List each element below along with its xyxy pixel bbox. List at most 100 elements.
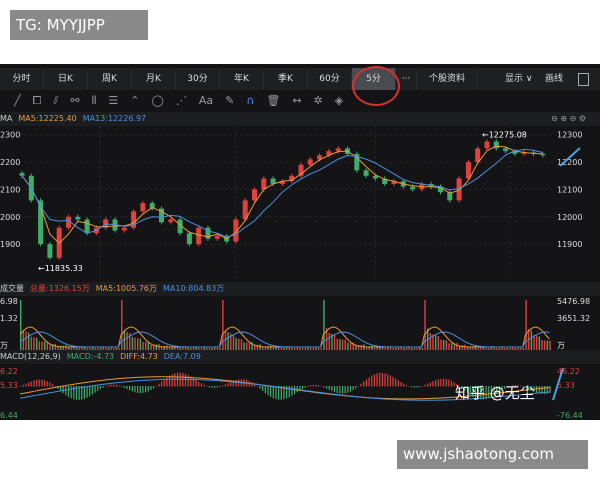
text-icon[interactable]: Aa bbox=[198, 94, 214, 107]
tab-9[interactable]: ··· bbox=[396, 68, 417, 90]
volume-bar bbox=[254, 345, 256, 350]
macd-chart: 46.22 5.33 -76.44 6.22 5.33 6.44 bbox=[0, 367, 583, 420]
tab-1[interactable]: 日K bbox=[44, 68, 88, 90]
macd-bar bbox=[22, 384, 24, 387]
macd-bar bbox=[325, 386, 328, 389]
dea-line bbox=[19, 378, 550, 401]
line-icon[interactable]: ╱ bbox=[14, 94, 21, 107]
watermark-top: TG: MYYJJPP bbox=[10, 10, 148, 40]
high-annotation: ←12275.08 bbox=[482, 131, 527, 140]
macd-bar bbox=[222, 385, 224, 387]
macd-bar bbox=[440, 378, 442, 387]
volume-bar bbox=[506, 348, 509, 350]
move-icon[interactable]: ↔ bbox=[292, 94, 302, 107]
volume-bar bbox=[206, 348, 208, 350]
layers-icon[interactable]: ◈ bbox=[334, 94, 344, 107]
settings-icon[interactable]: ✲ bbox=[313, 94, 323, 107]
tab-2[interactable]: 周K bbox=[88, 68, 132, 90]
display-menu[interactable]: 显示 ∨ bbox=[505, 74, 533, 84]
draw-menu[interactable]: 画线 bbox=[545, 74, 564, 84]
tab-6[interactable]: 季K bbox=[264, 68, 308, 90]
macd-bar bbox=[206, 386, 208, 387]
volume-bar bbox=[89, 347, 91, 350]
panel-toggle-icon[interactable] bbox=[578, 73, 589, 86]
macd-bar bbox=[62, 386, 64, 394]
volume-bar bbox=[105, 348, 107, 350]
volume-bar bbox=[20, 300, 22, 350]
macd-bar bbox=[83, 386, 86, 399]
volume-bar bbox=[248, 342, 251, 350]
volume-bar bbox=[198, 348, 200, 350]
macd-bar bbox=[288, 386, 290, 398]
volume-bar bbox=[203, 347, 205, 350]
bars-icon[interactable]: ⦀ bbox=[91, 94, 97, 107]
macd-bar bbox=[105, 385, 107, 387]
volume-bar bbox=[150, 344, 152, 350]
tab-5[interactable]: 年K bbox=[220, 68, 264, 90]
wave-icon[interactable]: ⌃ bbox=[130, 94, 140, 107]
macd-bar bbox=[445, 378, 447, 387]
volume-bar bbox=[400, 346, 402, 350]
macd-bar bbox=[238, 379, 240, 387]
macd-bar bbox=[35, 379, 38, 387]
candle bbox=[242, 200, 248, 220]
zoom-controls-icon[interactable]: ⊖ ⊕ ⊖ ⚙ bbox=[551, 114, 586, 123]
tab-4[interactable]: 30分 bbox=[176, 68, 220, 90]
macd-bar bbox=[54, 386, 56, 387]
volume-bar bbox=[288, 346, 291, 350]
volume-bar bbox=[336, 338, 338, 350]
candle bbox=[456, 178, 462, 201]
volume-bar bbox=[381, 346, 384, 350]
volume-bar bbox=[509, 347, 511, 350]
macd-bar bbox=[509, 385, 511, 387]
tab-7[interactable]: 60分 bbox=[308, 68, 352, 90]
trash-icon[interactable]: 🗑 bbox=[266, 94, 281, 107]
tab-0[interactable]: 分时 bbox=[0, 68, 44, 90]
macd-bar bbox=[67, 386, 70, 397]
price-tick: 12100 bbox=[557, 185, 582, 194]
volume-header: 成交量 总量:1326.15万 MA5:1005.76万 MA10:804.83万 bbox=[0, 282, 600, 296]
candle bbox=[326, 151, 332, 156]
volume-bar bbox=[267, 345, 269, 350]
pattern-icon[interactable]: ⋰ bbox=[175, 94, 187, 107]
macd-bar bbox=[541, 386, 543, 394]
fib-icon[interactable]: ☰ bbox=[108, 94, 119, 107]
macd-bar bbox=[65, 386, 67, 396]
macd-bar bbox=[123, 386, 125, 388]
volume-bar bbox=[522, 348, 525, 350]
macd-bar bbox=[20, 386, 22, 387]
macd-bar bbox=[339, 386, 341, 394]
fan-icon[interactable]: ⫽ bbox=[53, 94, 59, 107]
volume-bar bbox=[432, 334, 434, 350]
volume-bar bbox=[456, 342, 458, 350]
macd-bar bbox=[211, 386, 213, 388]
volume-bar bbox=[514, 348, 517, 350]
volume-bar bbox=[264, 346, 267, 350]
volume-bar bbox=[139, 338, 142, 350]
magnet-icon[interactable]: ∩ bbox=[246, 94, 255, 107]
volume-bar bbox=[126, 331, 128, 350]
volume-bar bbox=[408, 347, 410, 350]
macd-bar bbox=[97, 386, 99, 391]
candle bbox=[84, 219, 90, 234]
volume-bar bbox=[533, 334, 535, 350]
volume-bar bbox=[70, 346, 72, 350]
volume-bar bbox=[530, 330, 533, 350]
macd-bar bbox=[482, 386, 485, 400]
candle bbox=[372, 175, 378, 179]
macd-bar bbox=[312, 384, 314, 387]
pen-icon[interactable]: ✎ bbox=[225, 94, 235, 107]
tab-10[interactable]: 个股资料 bbox=[417, 68, 478, 90]
volume-bar bbox=[360, 344, 362, 350]
price-tick: 12200 bbox=[557, 158, 582, 167]
link-icon[interactable]: ⚯ bbox=[70, 94, 80, 107]
volume-bar bbox=[184, 346, 187, 350]
tab-3[interactable]: 月K bbox=[132, 68, 176, 90]
volume-bar bbox=[355, 345, 357, 350]
circle-icon[interactable]: ◯ bbox=[151, 94, 164, 107]
volume-tick: 3651.32 bbox=[557, 314, 590, 323]
macd-bar bbox=[230, 381, 232, 387]
volume-bar bbox=[238, 338, 240, 350]
rect-icon[interactable]: ⧠ bbox=[32, 94, 42, 107]
macd-bar bbox=[216, 386, 219, 388]
